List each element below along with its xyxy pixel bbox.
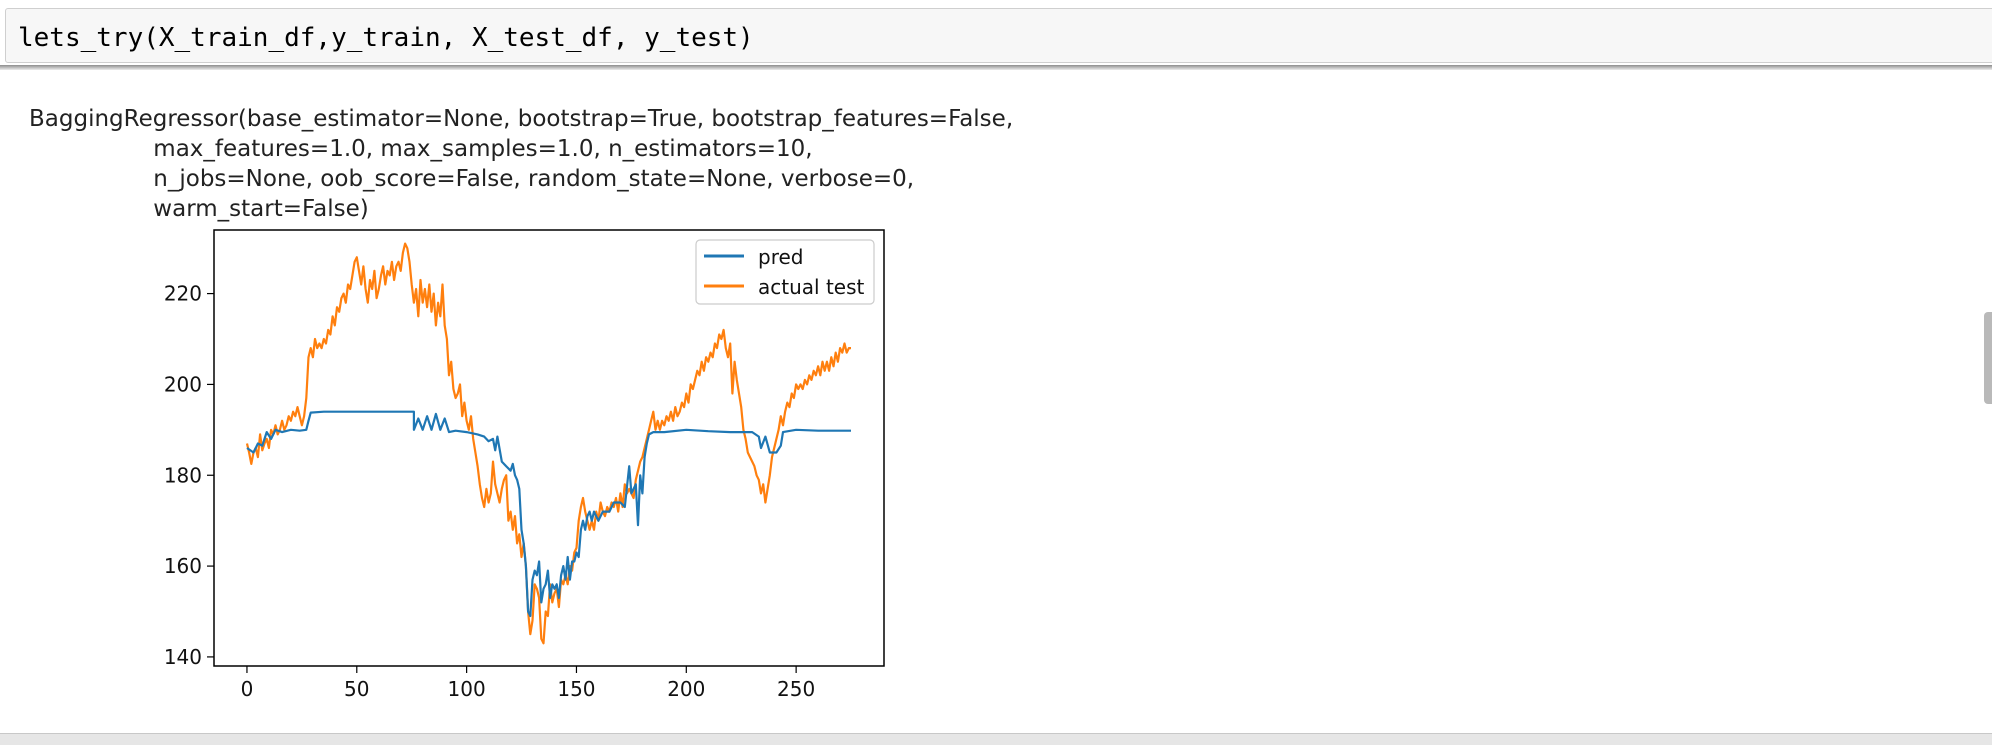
code-line: lets_try(X_train_df,y_train, X_test_df, … [18,23,754,53]
output-divider [0,65,1992,70]
scrollbar-thumb[interactable] [1984,312,1992,404]
code-input-cell[interactable]: lets_try(X_train_df,y_train, X_test_df, … [5,8,1992,63]
repr-line: warm_start=False) [29,196,369,222]
repr-line: n_jobs=None, oob_score=False, random_sta… [29,166,915,192]
repr-line: max_features=1.0, max_samples=1.0, n_est… [29,136,813,162]
repr-line: BaggingRegressor(base_estimator=None, bo… [29,106,1014,132]
model-repr: BaggingRegressor(base_estimator=None, bo… [29,104,1013,224]
notebook-bottom-border [0,733,1992,745]
